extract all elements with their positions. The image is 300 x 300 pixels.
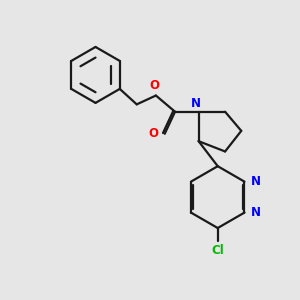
- Text: Cl: Cl: [211, 244, 224, 257]
- Text: N: N: [251, 175, 261, 188]
- Text: N: N: [251, 206, 261, 219]
- Text: O: O: [149, 79, 159, 92]
- Text: O: O: [149, 127, 159, 140]
- Text: N: N: [191, 97, 201, 110]
